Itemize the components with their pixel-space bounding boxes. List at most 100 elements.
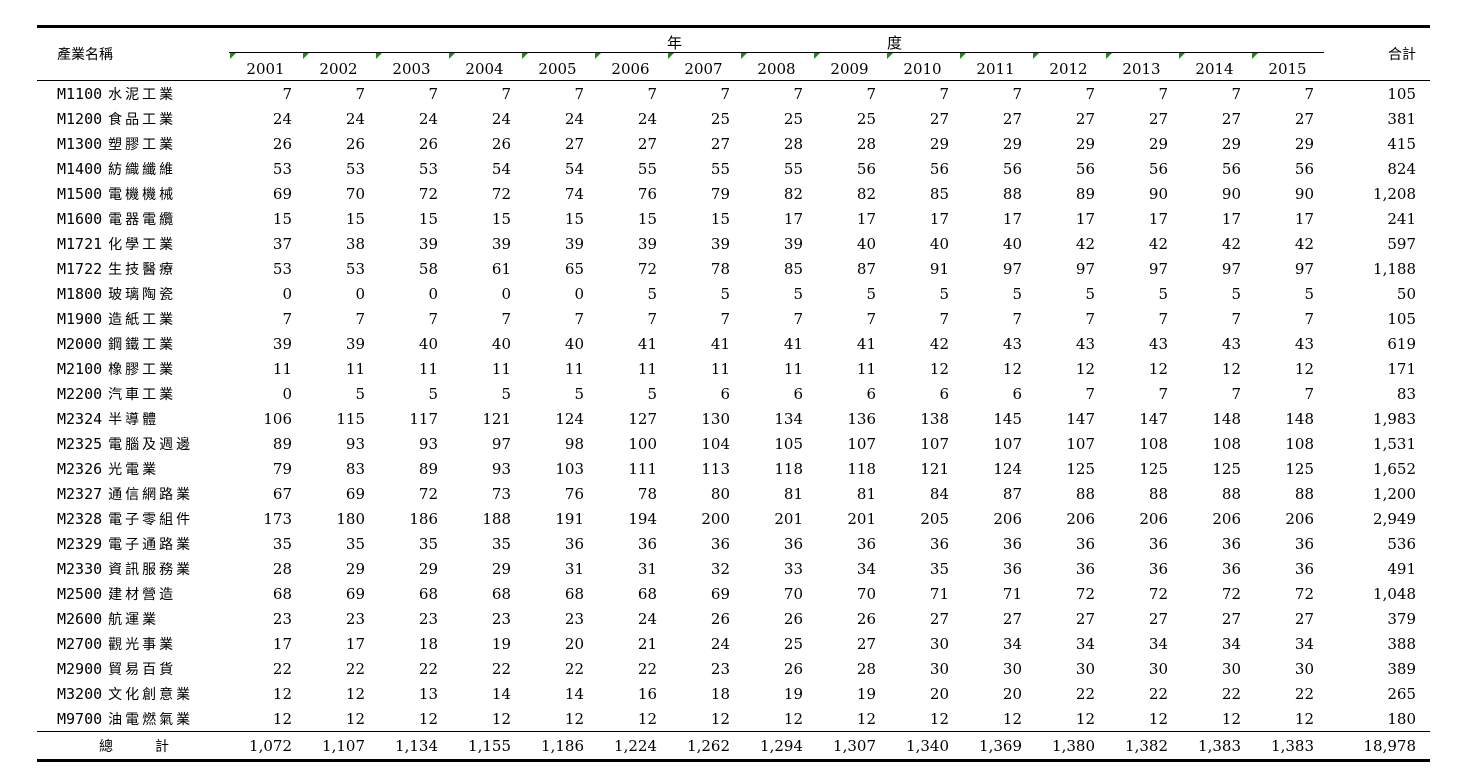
value-cell: 72 <box>1148 584 1168 603</box>
value-cell: 26 <box>345 134 365 153</box>
value-cell: 27 <box>856 634 876 653</box>
value-cell: 31 <box>637 559 657 578</box>
value-cell: 12 <box>491 709 511 728</box>
value-cell: 97 <box>1002 259 1022 278</box>
value-cell: 27 <box>1221 609 1241 628</box>
year-group-header: 年 度 <box>229 27 1324 53</box>
value-cell: 18 <box>710 684 730 703</box>
value-cell: 7 <box>1158 384 1168 403</box>
value-cell: 61 <box>491 259 511 278</box>
industry-code: M2700 <box>57 634 103 653</box>
row-total-cell: 824 <box>1387 159 1416 178</box>
value-cell: 53 <box>345 159 365 178</box>
value-cell: 17 <box>1221 209 1241 228</box>
year-header: 2006 <box>594 53 667 81</box>
year-label: 2010 <box>903 60 942 78</box>
value-cell: 7 <box>793 309 803 328</box>
year-header: 2013 <box>1105 53 1178 81</box>
value-cell: 7 <box>574 84 584 103</box>
value-cell: 23 <box>272 609 292 628</box>
value-cell: 7 <box>866 84 876 103</box>
value-cell: 136 <box>847 409 876 428</box>
value-cell: 36 <box>929 534 949 553</box>
year-label: 2003 <box>392 60 431 78</box>
industry-name-cell: M1722 生技醫療 <box>37 256 229 281</box>
value-cell: 7 <box>1231 309 1241 328</box>
value-cell: 84 <box>929 484 949 503</box>
value-cell: 7 <box>866 309 876 328</box>
value-cell: 98 <box>564 434 584 453</box>
industry-label: 油電燃氣業 <box>108 711 194 728</box>
value-cell: 23 <box>491 609 511 628</box>
value-cell: 27 <box>1221 109 1241 128</box>
value-cell: 69 <box>710 584 730 603</box>
value-cell: 17 <box>929 209 949 228</box>
industry-name-cell: M2324 半導體 <box>37 406 229 431</box>
table-row: M2500 建材營造 68 69 68 68 68 68 69 70 70 71 71 72 72 72 72 1… <box>37 581 1430 606</box>
value-cell: 28 <box>783 134 803 153</box>
summary-value-cell: 1,107 <box>302 731 375 761</box>
industry-label: 化學工業 <box>108 236 177 253</box>
industry-code: M1300 <box>57 134 103 153</box>
value-cell: 36 <box>783 534 803 553</box>
value-cell: 36 <box>564 534 584 553</box>
value-cell: 12 <box>1148 709 1168 728</box>
grand-total-cell: 18,978 <box>1324 731 1430 761</box>
value-cell: 27 <box>710 134 730 153</box>
value-cell: 20 <box>1002 684 1022 703</box>
value-cell: 27 <box>1002 609 1022 628</box>
value-cell: 0 <box>574 284 584 303</box>
industry-code: M2328 <box>57 509 103 528</box>
industry-label: 玻璃陶瓷 <box>108 286 177 303</box>
industry-label: 橡膠工業 <box>108 361 177 378</box>
value-cell: 93 <box>491 459 511 478</box>
value-cell: 107 <box>920 434 949 453</box>
value-cell: 107 <box>847 434 876 453</box>
value-cell: 72 <box>491 184 511 203</box>
industry-code: M1800 <box>57 284 103 303</box>
value-cell: 5 <box>793 284 803 303</box>
value-cell: 12 <box>1002 359 1022 378</box>
value-cell: 87 <box>856 259 876 278</box>
value-cell: 11 <box>272 359 292 378</box>
industry-name-cell: M2000 鋼鐵工業 <box>37 331 229 356</box>
value-cell: 30 <box>929 634 949 653</box>
value-cell: 7 <box>1158 84 1168 103</box>
value-cell: 12 <box>1002 709 1022 728</box>
industry-code: M2324 <box>57 409 103 428</box>
value-cell: 7 <box>501 84 511 103</box>
value-cell: 36 <box>1148 559 1168 578</box>
value-cell: 186 <box>409 509 438 528</box>
row-total-cell: 50 <box>1396 284 1416 303</box>
row-total-cell: 83 <box>1396 384 1416 403</box>
value-cell: 17 <box>1075 209 1095 228</box>
value-cell: 11 <box>418 359 438 378</box>
industry-name-cell: M2200 汽車工業 <box>37 381 229 406</box>
value-cell: 78 <box>637 484 657 503</box>
value-cell: 71 <box>1002 584 1022 603</box>
industry-label: 汽車工業 <box>108 386 177 403</box>
value-cell: 22 <box>418 659 438 678</box>
row-total-cell: 1,188 <box>1373 259 1416 278</box>
value-cell: 42 <box>1148 234 1168 253</box>
cell-comment-marker-icon <box>814 53 820 59</box>
value-cell: 39 <box>637 234 657 253</box>
value-cell: 72 <box>637 259 657 278</box>
value-cell: 71 <box>929 584 949 603</box>
value-cell: 43 <box>1148 334 1168 353</box>
value-cell: 42 <box>929 334 949 353</box>
summary-row: 總計 1,072 1,107 1,134 1,155 1,186 1,224 1,262 1,… <box>37 731 1430 761</box>
value-cell: 5 <box>574 384 584 403</box>
value-cell: 0 <box>355 284 365 303</box>
year-label: 2007 <box>684 60 723 78</box>
value-cell: 39 <box>418 234 438 253</box>
year-label: 2012 <box>1049 60 1088 78</box>
industry-name-header: 產業名稱 <box>57 47 113 63</box>
industry-code: M1900 <box>57 309 103 328</box>
value-cell: 12 <box>710 709 730 728</box>
value-cell: 205 <box>920 509 949 528</box>
table-row: M1721 化學工業 37 38 39 39 39 39 39 39 40 40 40 42 42 42 42 5… <box>37 231 1430 256</box>
value-cell: 26 <box>272 134 292 153</box>
industry-name-cell: M3200 文化創意業 <box>37 681 229 706</box>
value-cell: 103 <box>555 459 584 478</box>
